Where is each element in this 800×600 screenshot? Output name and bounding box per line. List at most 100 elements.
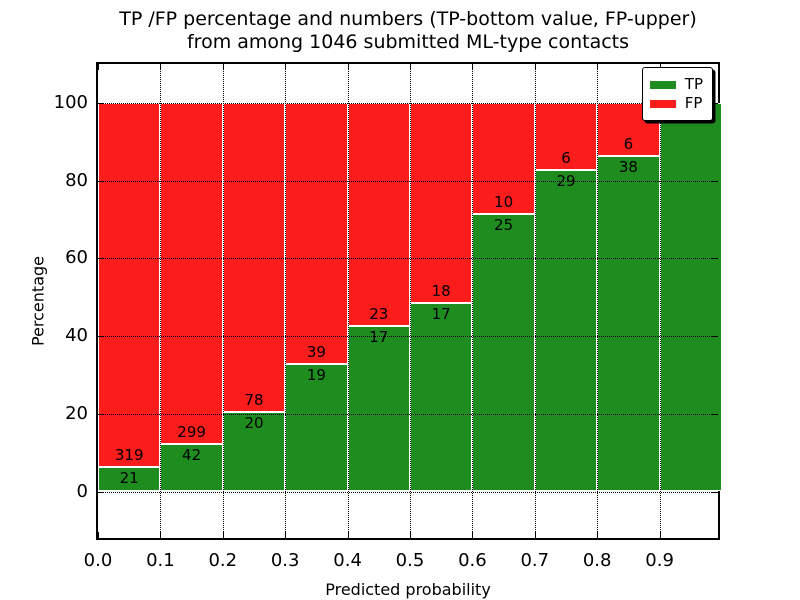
x-tick-label: 0.4 bbox=[333, 550, 362, 571]
tp-count-label: 17 bbox=[369, 328, 389, 347]
vertical-gridline bbox=[534, 64, 536, 538]
legend-item-fp: FP bbox=[649, 94, 703, 112]
x-tick-label: 0.1 bbox=[146, 550, 175, 571]
vertical-gridline bbox=[659, 64, 661, 538]
tp-bar-segment bbox=[347, 326, 410, 492]
y-tick-mark-right bbox=[712, 491, 718, 493]
chart-title-line2: from among 1046 submitted ML-type contac… bbox=[186, 31, 630, 53]
y-tick-label: 100 bbox=[53, 91, 88, 113]
x-tick-mark-top bbox=[160, 64, 162, 70]
chart-title-line1: TP /FP percentage and numbers (TP-bottom… bbox=[119, 8, 697, 30]
x-tick-mark bbox=[597, 532, 599, 538]
tp-bar-segment bbox=[98, 467, 161, 492]
y-tick-label: 40 bbox=[65, 325, 88, 347]
tp-count-label: 42 bbox=[182, 445, 202, 464]
fp-bar-segment bbox=[285, 102, 348, 365]
fp-bar-segment bbox=[472, 102, 535, 214]
y-tick-mark-right bbox=[712, 258, 718, 260]
x-tick-mark bbox=[347, 532, 349, 538]
legend-item-tp: TP bbox=[649, 76, 703, 93]
y-axis-label: Percentage bbox=[28, 255, 48, 347]
x-tick-mark bbox=[285, 532, 287, 538]
x-tick-mark bbox=[98, 532, 99, 538]
x-tick-mark-top bbox=[98, 64, 99, 70]
chart-title: TP /FP percentage and numbers (TP-bottom… bbox=[98, 8, 718, 54]
tp-count-label: 25 bbox=[494, 215, 514, 234]
y-tick-mark-right bbox=[712, 336, 718, 338]
fp-bar-segment bbox=[222, 102, 286, 413]
x-tick-mark-top bbox=[347, 64, 349, 70]
fp-bar-segment bbox=[347, 102, 410, 327]
x-tick-mark bbox=[659, 532, 661, 538]
tp-bar-segment bbox=[597, 155, 660, 492]
plot-area: TP /FP percentage and numbers (TP-bottom… bbox=[29, 8, 722, 599]
horizontal-gridline bbox=[98, 180, 718, 182]
x-tick-label: 0.2 bbox=[208, 550, 238, 571]
y-tick-label: 60 bbox=[65, 247, 88, 269]
y-tick-label: 80 bbox=[65, 169, 88, 191]
vertical-gridline bbox=[347, 64, 349, 538]
fp-count-label: 319 bbox=[114, 446, 144, 465]
horizontal-gridline bbox=[98, 336, 718, 338]
x-tick-label: 0.0 bbox=[83, 550, 113, 571]
fp-bar-segment bbox=[98, 102, 161, 468]
fp-count-label: 23 bbox=[369, 305, 389, 324]
y-tick-mark-right bbox=[712, 102, 718, 104]
legend-label-fp: FP bbox=[684, 94, 703, 112]
fp-count-label: 39 bbox=[306, 343, 326, 362]
fp-count-label: 6 bbox=[623, 134, 634, 153]
fp-count-label: 78 bbox=[244, 391, 264, 410]
tp-count-label: 20 bbox=[244, 414, 264, 433]
y-tick-mark bbox=[98, 258, 104, 260]
y-tick-mark-right bbox=[712, 180, 718, 182]
vertical-gridline bbox=[160, 64, 162, 538]
y-tick-mark-right bbox=[712, 413, 718, 415]
tp-bar-segment bbox=[534, 169, 598, 492]
y-tick-label: 20 bbox=[65, 402, 88, 424]
tp-count-label: 17 bbox=[431, 304, 451, 323]
x-tick-mark-top bbox=[597, 64, 599, 70]
tp-count-label: 21 bbox=[119, 469, 139, 488]
legend-swatch-fp-icon bbox=[649, 99, 676, 108]
y-tick-mark bbox=[98, 180, 104, 182]
y-tick-label: 0 bbox=[76, 480, 88, 502]
vertical-gridline bbox=[285, 64, 287, 538]
y-tick-mark bbox=[98, 336, 104, 338]
tp-count-label: 38 bbox=[618, 157, 638, 176]
fp-bar-segment bbox=[160, 102, 223, 444]
x-tick-mark bbox=[410, 532, 411, 538]
fp-count-label: 6 bbox=[561, 148, 571, 167]
tp-count-label: 19 bbox=[306, 366, 326, 385]
x-tick-label: 0.7 bbox=[520, 550, 550, 571]
tp-bar-segment bbox=[410, 302, 473, 492]
x-tick-label: 0.9 bbox=[645, 550, 674, 571]
legend: TP FP bbox=[641, 67, 713, 121]
legend-swatch-tp-icon bbox=[649, 80, 676, 89]
x-axis-label: Predicted probability bbox=[325, 580, 491, 599]
horizontal-gridline bbox=[98, 491, 718, 493]
y-tick-mark bbox=[98, 491, 104, 493]
fp-count-label: 299 bbox=[177, 422, 206, 441]
x-tick-label: 0.3 bbox=[270, 550, 300, 571]
x-tick-mark-top bbox=[222, 64, 224, 70]
y-tick-mark bbox=[98, 102, 104, 104]
vertical-gridline bbox=[410, 64, 411, 538]
tp-bar-segment bbox=[659, 102, 722, 492]
x-tick-mark-top bbox=[534, 64, 536, 70]
x-tick-mark bbox=[160, 532, 162, 538]
fp-count-label: 18 bbox=[431, 281, 451, 300]
fp-count-label: 10 bbox=[494, 192, 514, 211]
y-tick-mark bbox=[98, 413, 104, 415]
x-tick-mark bbox=[222, 532, 224, 538]
vertical-gridline bbox=[472, 64, 474, 538]
x-tick-label: 0.5 bbox=[395, 550, 425, 571]
x-tick-mark-top bbox=[285, 64, 287, 70]
x-tick-mark bbox=[472, 532, 474, 538]
vertical-gridline bbox=[597, 64, 599, 538]
horizontal-gridline bbox=[98, 413, 718, 415]
fp-bar-segment bbox=[410, 102, 473, 303]
x-tick-mark-top bbox=[472, 64, 474, 70]
x-tick-mark bbox=[534, 532, 536, 538]
x-tick-label: 0.8 bbox=[582, 550, 612, 571]
